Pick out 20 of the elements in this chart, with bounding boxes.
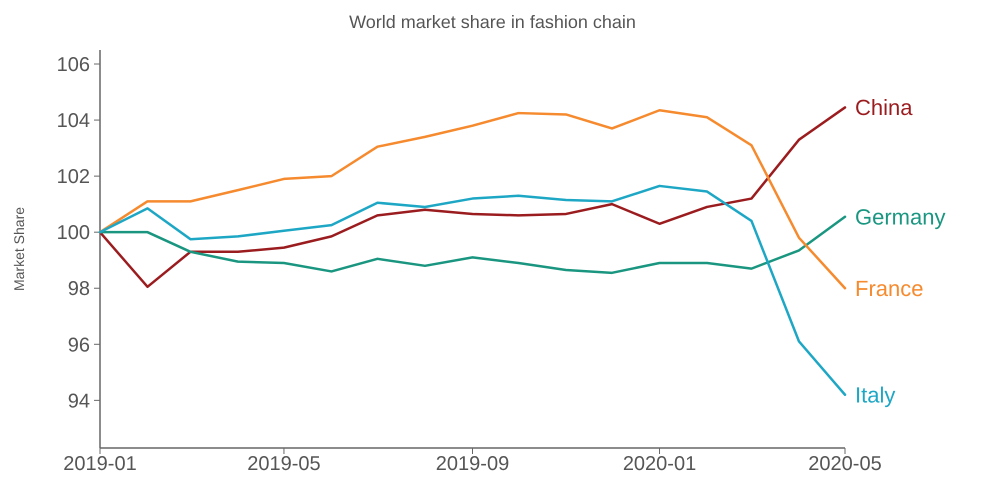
series-label: China <box>855 95 914 120</box>
x-tick-label: 2019-05 <box>247 453 321 475</box>
y-tick-label: 98 <box>68 278 90 300</box>
x-tick-label: 2019-01 <box>63 453 137 475</box>
y-tick-label: 100 <box>56 222 90 244</box>
line-series <box>98 216 846 274</box>
y-tick-label: 106 <box>56 54 90 76</box>
y-tick-label: 104 <box>56 110 90 132</box>
y-tick-label: 94 <box>68 390 90 412</box>
line-series <box>98 184 846 396</box>
x-tick-label: 2019-09 <box>436 453 510 475</box>
y-tick-label: 102 <box>56 166 90 188</box>
chart-title: World market share in fashion chain <box>349 12 636 32</box>
x-tick-label: 2020-01 <box>622 453 696 475</box>
series-label: Italy <box>855 382 896 408</box>
x-tick-label: 2020-05 <box>808 453 882 475</box>
y-tick-label: 96 <box>68 334 90 356</box>
series-label: Germany <box>855 204 946 230</box>
y-axis-title: Market Share <box>11 206 27 292</box>
series-label: France <box>855 276 924 301</box>
